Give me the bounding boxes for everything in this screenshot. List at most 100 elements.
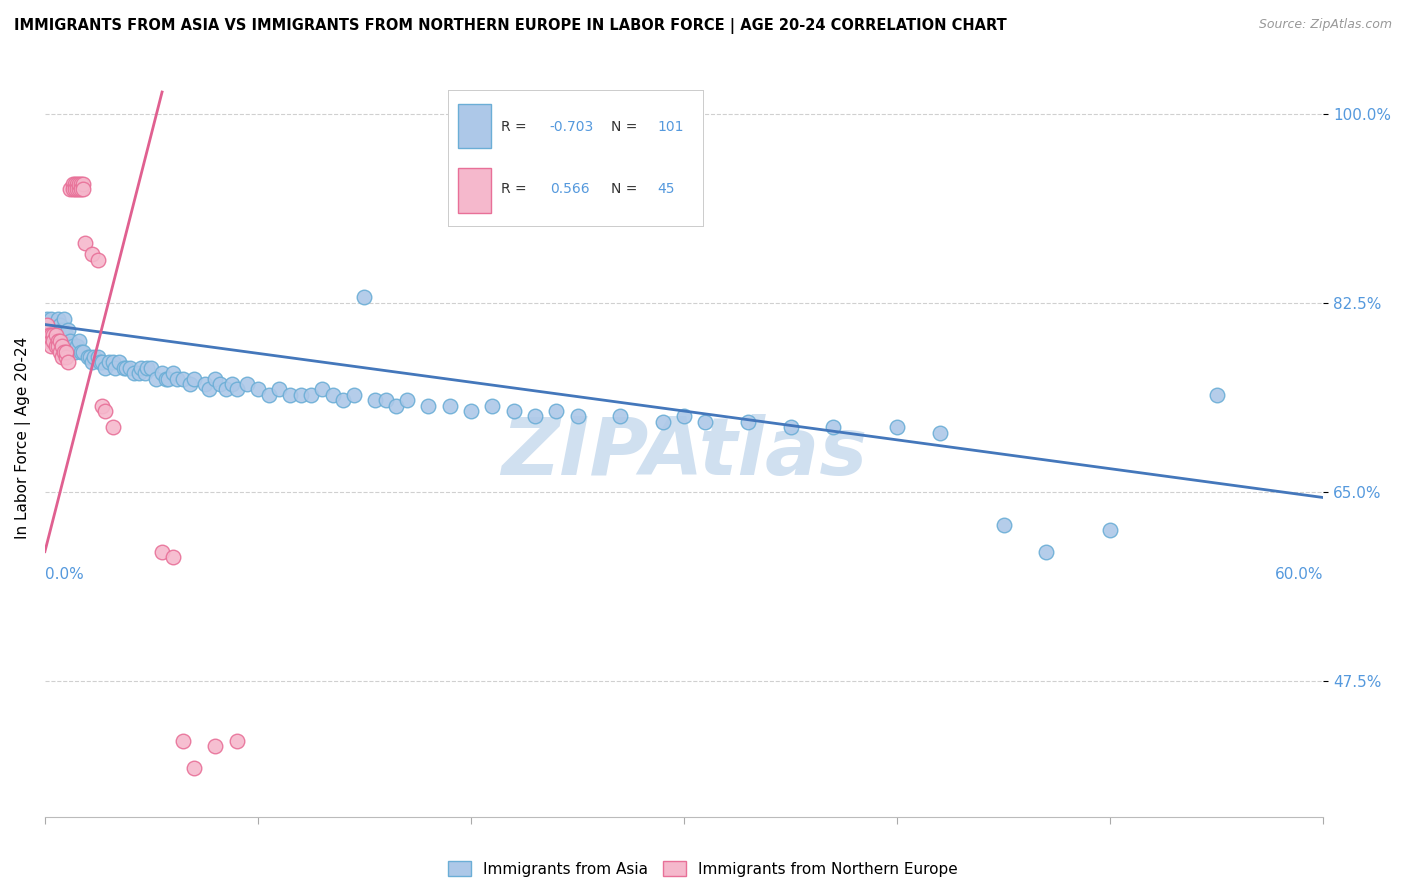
Point bbox=[129, 360, 152, 375]
Point bbox=[46, 312, 69, 326]
Point bbox=[59, 182, 82, 196]
Point bbox=[53, 312, 76, 326]
Point bbox=[134, 366, 156, 380]
Point bbox=[93, 360, 115, 375]
Point bbox=[63, 177, 86, 191]
Point bbox=[39, 318, 62, 332]
Point bbox=[46, 339, 69, 353]
Point bbox=[80, 355, 103, 369]
Point bbox=[75, 236, 97, 251]
Point bbox=[62, 182, 84, 196]
Point bbox=[91, 355, 114, 369]
Point bbox=[51, 323, 73, 337]
Point bbox=[89, 355, 111, 369]
Point bbox=[51, 339, 73, 353]
Point bbox=[779, 420, 801, 434]
Point bbox=[886, 420, 908, 434]
Point bbox=[460, 404, 482, 418]
Point bbox=[1205, 388, 1227, 402]
Point bbox=[38, 334, 60, 348]
Point bbox=[66, 177, 89, 191]
Point bbox=[290, 388, 312, 402]
Point bbox=[38, 328, 60, 343]
Point bbox=[278, 388, 301, 402]
Point bbox=[651, 415, 673, 429]
Point bbox=[124, 366, 146, 380]
Point bbox=[39, 312, 62, 326]
Point bbox=[51, 339, 73, 353]
Point bbox=[364, 393, 387, 408]
Point bbox=[136, 360, 159, 375]
Point bbox=[70, 182, 93, 196]
Point bbox=[343, 388, 366, 402]
Point bbox=[67, 182, 90, 196]
Point bbox=[49, 334, 72, 348]
Text: ZIPAtlas: ZIPAtlas bbox=[501, 414, 868, 492]
Legend: Immigrants from Asia, Immigrants from Northern Europe: Immigrants from Asia, Immigrants from No… bbox=[440, 853, 966, 884]
Point bbox=[72, 182, 94, 196]
Point bbox=[567, 409, 589, 424]
Point bbox=[115, 360, 138, 375]
Point bbox=[55, 334, 77, 348]
Point bbox=[55, 328, 77, 343]
Point bbox=[1035, 544, 1057, 558]
Point bbox=[53, 344, 76, 359]
Point bbox=[439, 399, 461, 413]
Point bbox=[112, 360, 135, 375]
Point bbox=[502, 404, 524, 418]
Point bbox=[46, 328, 69, 343]
Point bbox=[45, 339, 67, 353]
Text: Source: ZipAtlas.com: Source: ZipAtlas.com bbox=[1258, 18, 1392, 31]
Point bbox=[49, 344, 72, 359]
Point bbox=[104, 360, 127, 375]
Point bbox=[737, 415, 759, 429]
Point bbox=[928, 425, 950, 440]
Point bbox=[39, 339, 62, 353]
Point bbox=[162, 549, 184, 564]
Point bbox=[39, 328, 62, 343]
Point bbox=[609, 409, 631, 424]
Point bbox=[194, 376, 217, 391]
Point bbox=[162, 366, 184, 380]
Point bbox=[46, 334, 69, 348]
Point bbox=[87, 252, 110, 267]
Point bbox=[673, 409, 696, 424]
Point bbox=[66, 182, 89, 196]
Point bbox=[246, 383, 269, 397]
Point bbox=[225, 734, 247, 748]
Point bbox=[257, 388, 280, 402]
Point bbox=[150, 366, 173, 380]
Point bbox=[179, 376, 201, 391]
Point bbox=[172, 734, 194, 748]
Point bbox=[374, 393, 396, 408]
Point bbox=[128, 366, 150, 380]
Point bbox=[39, 334, 62, 348]
Point bbox=[155, 371, 177, 385]
Point bbox=[101, 355, 124, 369]
Point bbox=[59, 339, 82, 353]
Point bbox=[150, 544, 173, 558]
Point bbox=[993, 517, 1015, 532]
Point bbox=[215, 383, 238, 397]
Point bbox=[101, 420, 124, 434]
Text: 60.0%: 60.0% bbox=[1275, 566, 1323, 582]
Point bbox=[91, 399, 114, 413]
Point bbox=[332, 393, 354, 408]
Point bbox=[204, 371, 226, 385]
Point bbox=[311, 383, 333, 397]
Point bbox=[87, 350, 110, 364]
Point bbox=[42, 334, 65, 348]
Point bbox=[523, 409, 546, 424]
Point bbox=[396, 393, 419, 408]
Point bbox=[59, 334, 82, 348]
Point bbox=[83, 350, 105, 364]
Point bbox=[108, 355, 131, 369]
Point bbox=[63, 182, 86, 196]
Point bbox=[269, 383, 291, 397]
Point bbox=[35, 312, 58, 326]
Point bbox=[49, 334, 72, 348]
Point bbox=[221, 376, 243, 391]
Point bbox=[58, 355, 80, 369]
Point bbox=[183, 761, 205, 775]
Point bbox=[695, 415, 717, 429]
